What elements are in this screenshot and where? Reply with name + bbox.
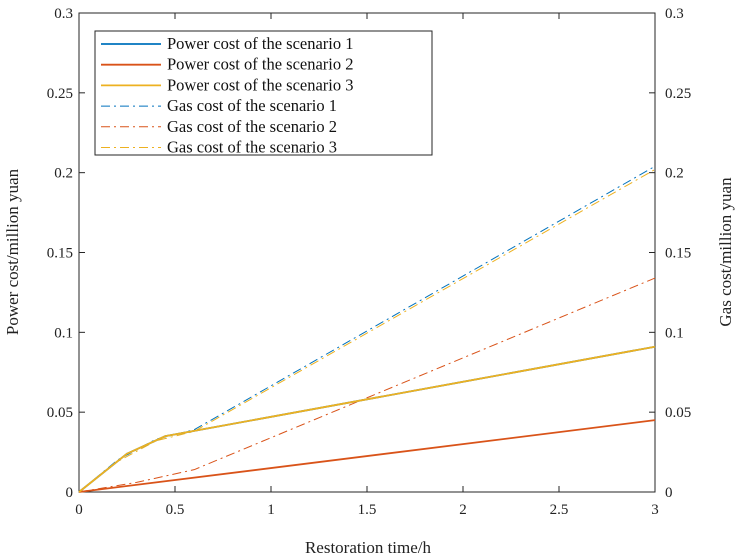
left-y-tick-label: 0 (66, 485, 74, 501)
x-tick-label: 2 (459, 502, 467, 518)
x-tick-label: 3 (651, 502, 659, 518)
left-y-tick-label: 0.2 (54, 166, 73, 182)
legend-label: Gas cost of the scenario 3 (167, 138, 337, 157)
left-y-tick-label: 0.05 (47, 405, 73, 421)
left-y-tick-label: 0.15 (47, 246, 73, 262)
x-tick-label: 1 (267, 502, 275, 518)
left-y-axis-title: Power cost/million yuan (3, 168, 22, 335)
legend-label: Power cost of the scenario 2 (167, 55, 354, 74)
legend-label: Power cost of the scenario 3 (167, 75, 354, 94)
series-lines (78, 165, 656, 493)
right-y-axis-ticks: 0 0.05 0.1 0.15 0.2 0.25 0.3 (649, 6, 691, 501)
left-y-tick-label: 0.25 (47, 86, 73, 102)
series-line-6 (78, 169, 656, 493)
x-tick-label: 2.5 (550, 502, 569, 518)
series-line-1 (78, 345, 656, 493)
legend-label: Gas cost of the scenario 2 (167, 117, 337, 136)
legend-label: Power cost of the scenario 1 (167, 34, 354, 53)
series-line-2 (78, 419, 656, 493)
legend-label: Gas cost of the scenario 1 (167, 96, 337, 115)
right-y-tick-label: 0.15 (665, 246, 691, 262)
x-tick-label: 0 (75, 502, 83, 518)
left-y-axis-ticks: 0 0.05 0.1 0.15 0.2 0.25 0.3 (47, 6, 85, 501)
series-line-5 (78, 277, 656, 493)
right-y-tick-label: 0.3 (665, 6, 684, 22)
x-axis-title: Restoration time/h (305, 538, 432, 557)
legend: Power cost of the scenario 1 Power cost o… (94, 30, 433, 157)
right-y-axis-title: Gas cost/million yuan (716, 177, 735, 327)
x-tick-label: 1.5 (358, 502, 377, 518)
right-y-tick-label: 0.2 (665, 166, 684, 182)
x-axis-ticks: 0 0.5 1 1.5 2 2.5 3 (75, 13, 659, 518)
right-y-tick-label: 0.1 (665, 325, 684, 341)
series-line-3 (78, 345, 656, 493)
legend-box (94, 30, 433, 156)
series-line-4 (78, 165, 656, 493)
x-tick-label: 0.5 (166, 502, 185, 518)
left-y-tick-label: 0.1 (54, 325, 73, 341)
left-y-tick-label: 0.3 (54, 6, 73, 22)
right-y-tick-label: 0.05 (665, 405, 691, 421)
right-y-tick-label: 0 (665, 485, 673, 501)
right-y-tick-label: 0.25 (665, 86, 691, 102)
